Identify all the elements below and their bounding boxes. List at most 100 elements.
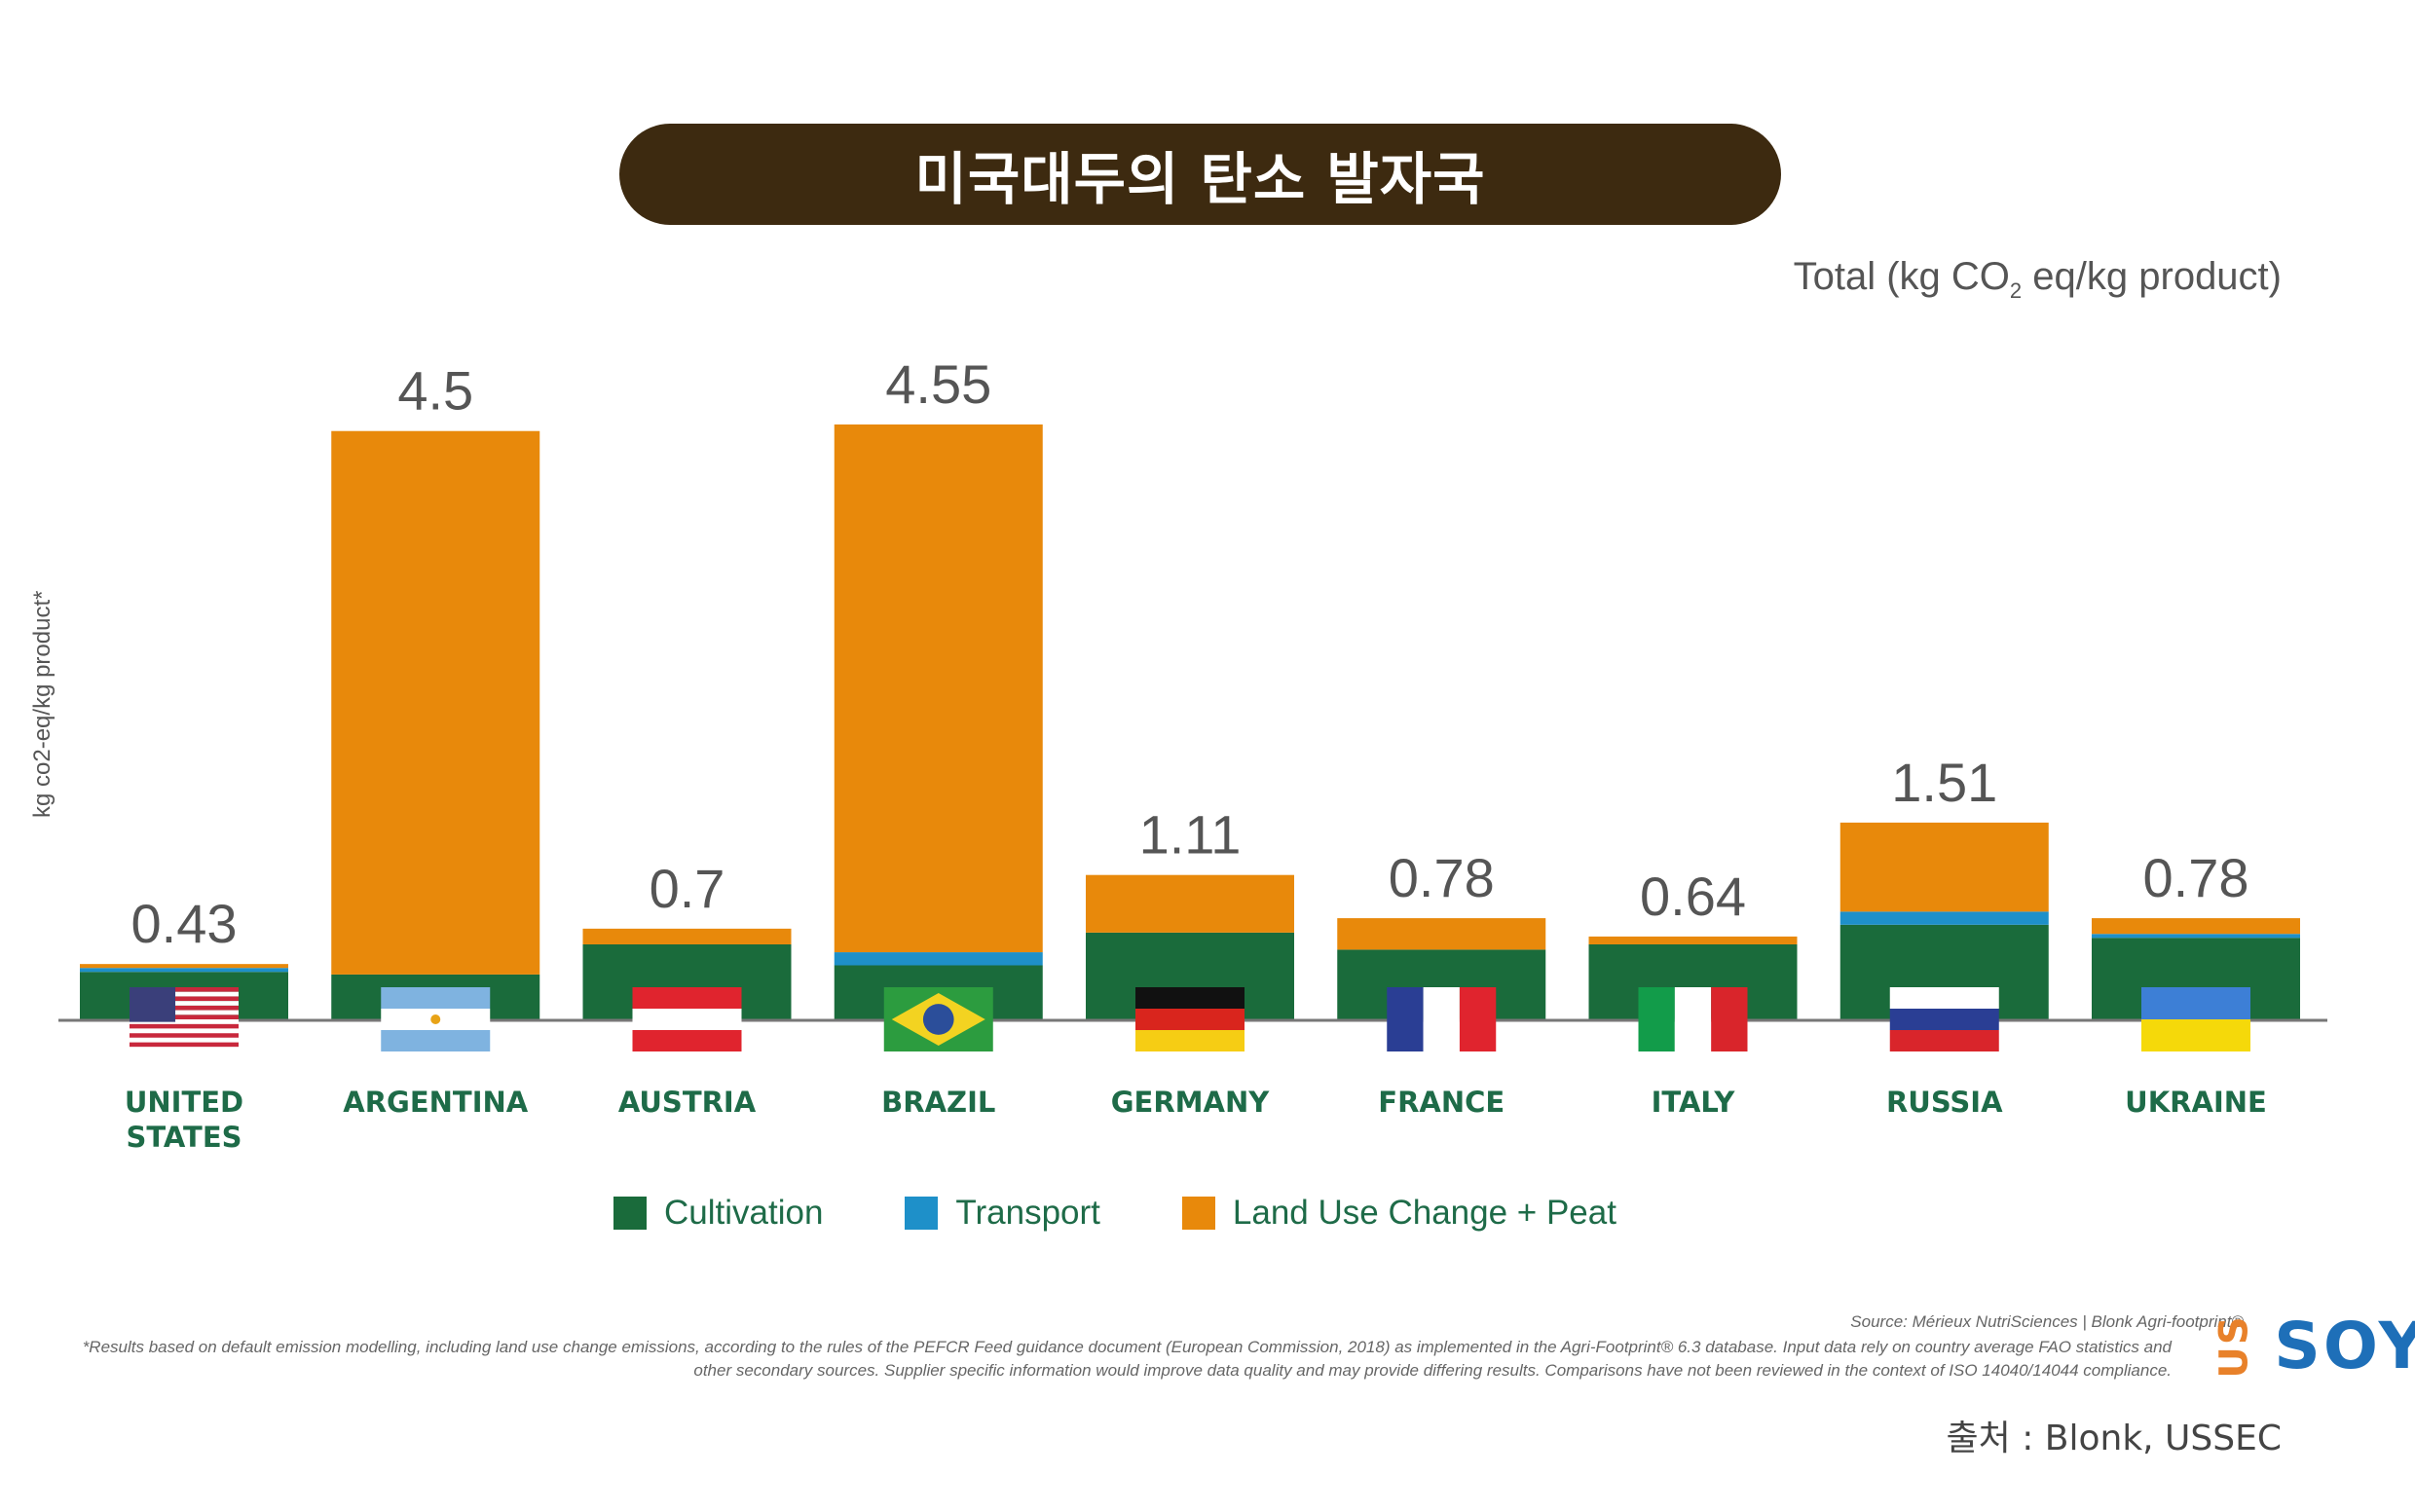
bar-total-label: 0.43	[131, 893, 238, 954]
unit-label: Total (kg CO2 eq/kg product)	[1794, 255, 2282, 304]
us-flag-white-stripe	[130, 991, 239, 997]
legend-swatch-transport	[905, 1197, 939, 1230]
bar-segment-land-use	[582, 928, 792, 944]
bar-segment-transport	[2092, 934, 2300, 939]
logo-soy-text: SOY	[2274, 1309, 2415, 1383]
bar-segment-land-use	[1086, 874, 1294, 933]
legend-item-cultivation: Cultivation	[613, 1194, 823, 1233]
germany-flag-middle	[1135, 1009, 1245, 1030]
us-flag-stripe	[130, 1014, 239, 1019]
bar-total-label: 4.5	[397, 360, 473, 422]
category-label: UNITED	[125, 1086, 243, 1119]
unit-label-text-end: eq/kg product)	[2022, 255, 2282, 298]
russia-flag-bottom	[1889, 1030, 1999, 1051]
bar-segment-land-use	[1588, 936, 1798, 944]
category-label: BRAZIL	[881, 1086, 995, 1119]
source-note: Source: Mérieux NutriSciences | Blonk Ag…	[1850, 1312, 2244, 1331]
austria-flag-bottom	[632, 1030, 742, 1051]
bar-segment-transport	[834, 952, 1043, 966]
argentina-flag-bottom	[381, 1030, 491, 1051]
france-flag-right	[1459, 987, 1497, 1051]
us-flag-white-stripe	[130, 1001, 239, 1006]
germany-flag-top	[1135, 987, 1245, 1009]
category-label: ARGENTINA	[343, 1086, 529, 1119]
italy-flag-left	[1638, 987, 1675, 1051]
us-flag-white-stripe	[130, 1010, 239, 1015]
us-flag-white-stripe	[130, 1047, 239, 1051]
category-label: GERMANY	[1111, 1086, 1271, 1119]
italy-flag-middle	[1674, 987, 1712, 1051]
ukraine-flag-bottom	[2141, 1019, 2250, 1051]
russia-flag-middle	[1889, 1009, 1999, 1030]
legend-item-land-use: Land Use Change + Peat	[1181, 1194, 1616, 1233]
brazil-flag	[883, 987, 993, 1051]
italy-flag	[1638, 987, 1748, 1051]
argentina-flag	[381, 987, 491, 1051]
logo-us-text: US	[2211, 1313, 2257, 1379]
bar-total-label: 0.78	[1389, 847, 1495, 908]
category-label: RUSSIA	[1886, 1086, 2003, 1119]
y-axis-label: kg co2-eq/kg product*	[29, 590, 56, 818]
us-flag-stripe	[130, 1023, 239, 1029]
bar-segment-transport	[80, 968, 288, 973]
ukraine-flag-top	[2141, 987, 2250, 1019]
russia-flag-top	[1889, 987, 1999, 1009]
france-flag	[1387, 987, 1497, 1051]
russia-flag	[1889, 987, 1999, 1051]
legend: Cultivation Transport Land Use Change + …	[613, 1194, 1698, 1233]
france-flag-left	[1387, 987, 1424, 1051]
legend-label-land-use: Land Use Change + Peat	[1232, 1194, 1616, 1232]
legend-item-transport: Transport	[905, 1194, 1100, 1233]
bar-total-label: 0.78	[2143, 847, 2249, 908]
us-flag	[130, 987, 239, 1051]
category-label: ITALY	[1652, 1086, 1736, 1119]
bar-total-label: 4.55	[885, 353, 991, 415]
us-flag-white-stripe	[130, 1037, 239, 1043]
germany-flag	[1135, 987, 1245, 1051]
ukraine-flag	[2141, 987, 2250, 1051]
us-flag-stripe	[130, 1033, 239, 1038]
bar-total-label: 0.7	[650, 858, 725, 919]
bar-segment-land-use	[1839, 822, 2049, 912]
italy-flag-right	[1711, 987, 1748, 1051]
us-flag-stripe	[130, 987, 239, 992]
category-label: AUSTRIA	[618, 1086, 757, 1119]
bar-segment-land-use	[80, 964, 288, 969]
bar-total-label: 0.64	[1640, 866, 1746, 927]
argentina-flag-top	[381, 987, 491, 1009]
us-flag-canton	[130, 987, 176, 1022]
bar-segment-land-use	[1337, 918, 1546, 950]
bar-segment-land-use	[331, 430, 540, 975]
legend-label-cultivation: Cultivation	[664, 1194, 824, 1232]
us-flag-white-stripe	[130, 1019, 239, 1024]
chart-title: 미국대두의 탄소 발자국	[914, 146, 1486, 212]
footnote: *Results based on default emission model…	[82, 1338, 2172, 1380]
france-flag-middle	[1423, 987, 1460, 1051]
chart-title-banner: 미국대두의 탄소 발자국	[619, 124, 1781, 225]
category-label: UKRAINE	[2125, 1086, 2267, 1119]
category-label: FRANCE	[1378, 1086, 1505, 1119]
legend-label-transport: Transport	[955, 1194, 1100, 1232]
bar-segment-land-use	[2092, 918, 2300, 935]
germany-flag-bottom	[1135, 1030, 1245, 1051]
austria-flag	[632, 987, 742, 1051]
ussoy-logo: US SOY	[2203, 1309, 2415, 1383]
us-flag-white-stripe	[130, 1028, 239, 1034]
argentina-flag-sun	[430, 1014, 441, 1024]
us-flag-stripe	[130, 1042, 239, 1048]
legend-swatch-land-use	[1181, 1197, 1215, 1230]
austria-flag-middle	[632, 1009, 742, 1030]
bar-segment-transport	[1839, 911, 2049, 925]
bar-total-label: 1.51	[1891, 752, 1997, 813]
legend-swatch-cultivation	[613, 1197, 647, 1230]
image-credit: 출처 : Blonk, USSEC	[1946, 1419, 2282, 1458]
brazil-flag-globe	[922, 1004, 954, 1035]
us-flag-stripe	[130, 996, 239, 1002]
unit-label-subscript: 2	[2009, 278, 2023, 303]
us-flag-stripe	[130, 1005, 239, 1011]
bar-total-label: 1.11	[1139, 804, 1242, 866]
bar-segment-land-use	[834, 424, 1043, 953]
austria-flag-top	[632, 987, 742, 1009]
unit-label-text: Total (kg CO	[1793, 255, 2010, 298]
